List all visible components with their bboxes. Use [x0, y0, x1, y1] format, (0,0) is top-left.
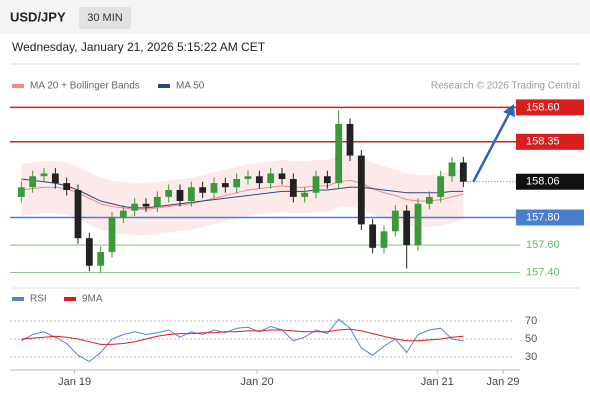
candle-body	[108, 217, 116, 252]
level-label: 157.40	[526, 267, 560, 279]
level-label: 158.60	[526, 101, 560, 113]
candle-body	[414, 203, 422, 246]
candle-body	[357, 155, 365, 225]
level-box	[516, 99, 584, 116]
ma-line	[21, 178, 464, 209]
candle-body	[17, 187, 25, 197]
candle-body	[255, 176, 263, 184]
candle-body	[199, 187, 207, 193]
candle-body	[97, 251, 105, 266]
candle-body	[40, 173, 48, 177]
rsi-tick-label: 70	[525, 315, 537, 327]
candle-body	[267, 173, 275, 184]
candle-body	[233, 178, 241, 188]
legend-label: MA 20 + Bollinger Bands	[30, 81, 140, 92]
x-tick-label: Jan 29	[486, 376, 519, 388]
candle-body	[51, 173, 59, 184]
level-box	[516, 173, 584, 190]
legend-swatch	[64, 297, 76, 301]
ma-line	[21, 179, 464, 210]
candle-body	[346, 123, 354, 156]
candle-body	[278, 173, 286, 179]
rsi-tick-label: 50	[525, 333, 537, 345]
x-tick-label: Jan 21	[421, 376, 454, 388]
candle-body	[187, 187, 195, 202]
level-box	[516, 133, 584, 150]
candle-body	[448, 162, 456, 177]
rsi-line	[21, 318, 464, 363]
candle-body	[380, 231, 388, 248]
candle-body	[459, 162, 467, 182]
candle-body	[425, 196, 433, 204]
timeframe[interactable]: 30 MIN	[87, 12, 123, 24]
candle-body	[29, 176, 37, 188]
rsi-tick-label: 30	[525, 351, 537, 363]
candle-body	[323, 176, 331, 184]
x-tick-label: Jan 19	[58, 376, 91, 388]
legend-swatch	[12, 297, 24, 301]
candle-body	[437, 176, 445, 197]
candle-body	[403, 210, 411, 246]
level-label: 157.60	[526, 239, 560, 251]
rsi-line	[21, 328, 464, 345]
candle-body	[391, 210, 399, 232]
candle-body	[369, 224, 377, 248]
forecast-arrowhead	[503, 104, 515, 117]
credit: Research © 2026 Trading Central	[431, 81, 580, 92]
candle-body	[142, 203, 150, 207]
candle-body	[301, 192, 309, 197]
candle-body	[85, 238, 93, 266]
forecast-arrow	[472, 111, 512, 183]
level-label: 158.35	[526, 136, 560, 148]
candle-body	[63, 183, 71, 190]
level-label: 157.80	[526, 211, 560, 223]
candle-body	[244, 176, 252, 179]
candle-body	[335, 123, 343, 184]
level-box	[516, 209, 584, 226]
candle-body	[221, 183, 229, 188]
candle-body	[153, 196, 161, 207]
bollinger-band	[21, 154, 464, 236]
legend-swatch	[158, 84, 170, 88]
candle-body	[210, 183, 218, 193]
timeframe-box[interactable]	[79, 7, 131, 29]
candle-body	[165, 190, 173, 197]
x-tick-label: Jan 20	[241, 376, 274, 388]
legend-label: 9MA	[82, 294, 103, 305]
candle-body	[312, 176, 320, 193]
candle-body	[176, 190, 184, 202]
legend-swatch	[12, 84, 24, 88]
symbol: USD/JPY	[10, 9, 66, 24]
timestamp: Wednesday, January 21, 2026 5:15:22 AM C…	[12, 40, 266, 54]
legend-label: MA 50	[176, 81, 205, 92]
candle-body	[131, 203, 139, 211]
legend-label: RSI	[30, 294, 47, 305]
level-label: 158.06	[526, 176, 560, 188]
candle-body	[74, 190, 82, 239]
candle-body	[119, 210, 127, 218]
candle-body	[289, 178, 297, 197]
